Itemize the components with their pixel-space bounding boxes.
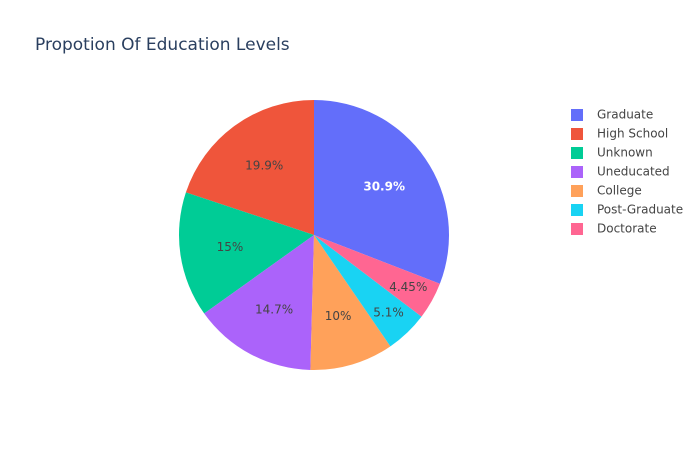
legend-swatch (571, 166, 583, 178)
slice-label: 15% (217, 240, 244, 254)
slice-label: 30.9% (363, 179, 405, 193)
legend-label: Post-Graduate (597, 203, 683, 217)
pie-slice (310, 235, 391, 370)
legend-swatch (571, 147, 583, 159)
legend-label: Doctorate (597, 222, 657, 236)
pie-slice (314, 235, 422, 347)
legend-label: Graduate (597, 108, 653, 122)
pie-slice (185, 100, 314, 235)
slice-label: 14.7% (255, 303, 293, 317)
pie-slice (314, 235, 440, 317)
legend-swatch (571, 128, 583, 140)
legend-swatch (571, 109, 583, 121)
slice-label: 10% (325, 309, 352, 323)
legend-label: Unknown (597, 146, 653, 160)
legend-label: Uneducated (597, 165, 670, 179)
legend-swatch (571, 204, 583, 216)
slice-label: 19.9% (245, 159, 283, 173)
chart-title: Propotion Of Education Levels (35, 35, 290, 55)
pie-slice (204, 235, 314, 370)
legend-swatch (571, 223, 583, 235)
legend-label: High School (597, 127, 668, 141)
legend-swatch (571, 185, 583, 197)
slice-label: 5.1% (373, 306, 404, 320)
pie-slice (314, 100, 449, 284)
legend-label: College (597, 184, 642, 198)
pie-slice (178, 192, 314, 314)
slice-label: 4.45% (389, 280, 427, 294)
